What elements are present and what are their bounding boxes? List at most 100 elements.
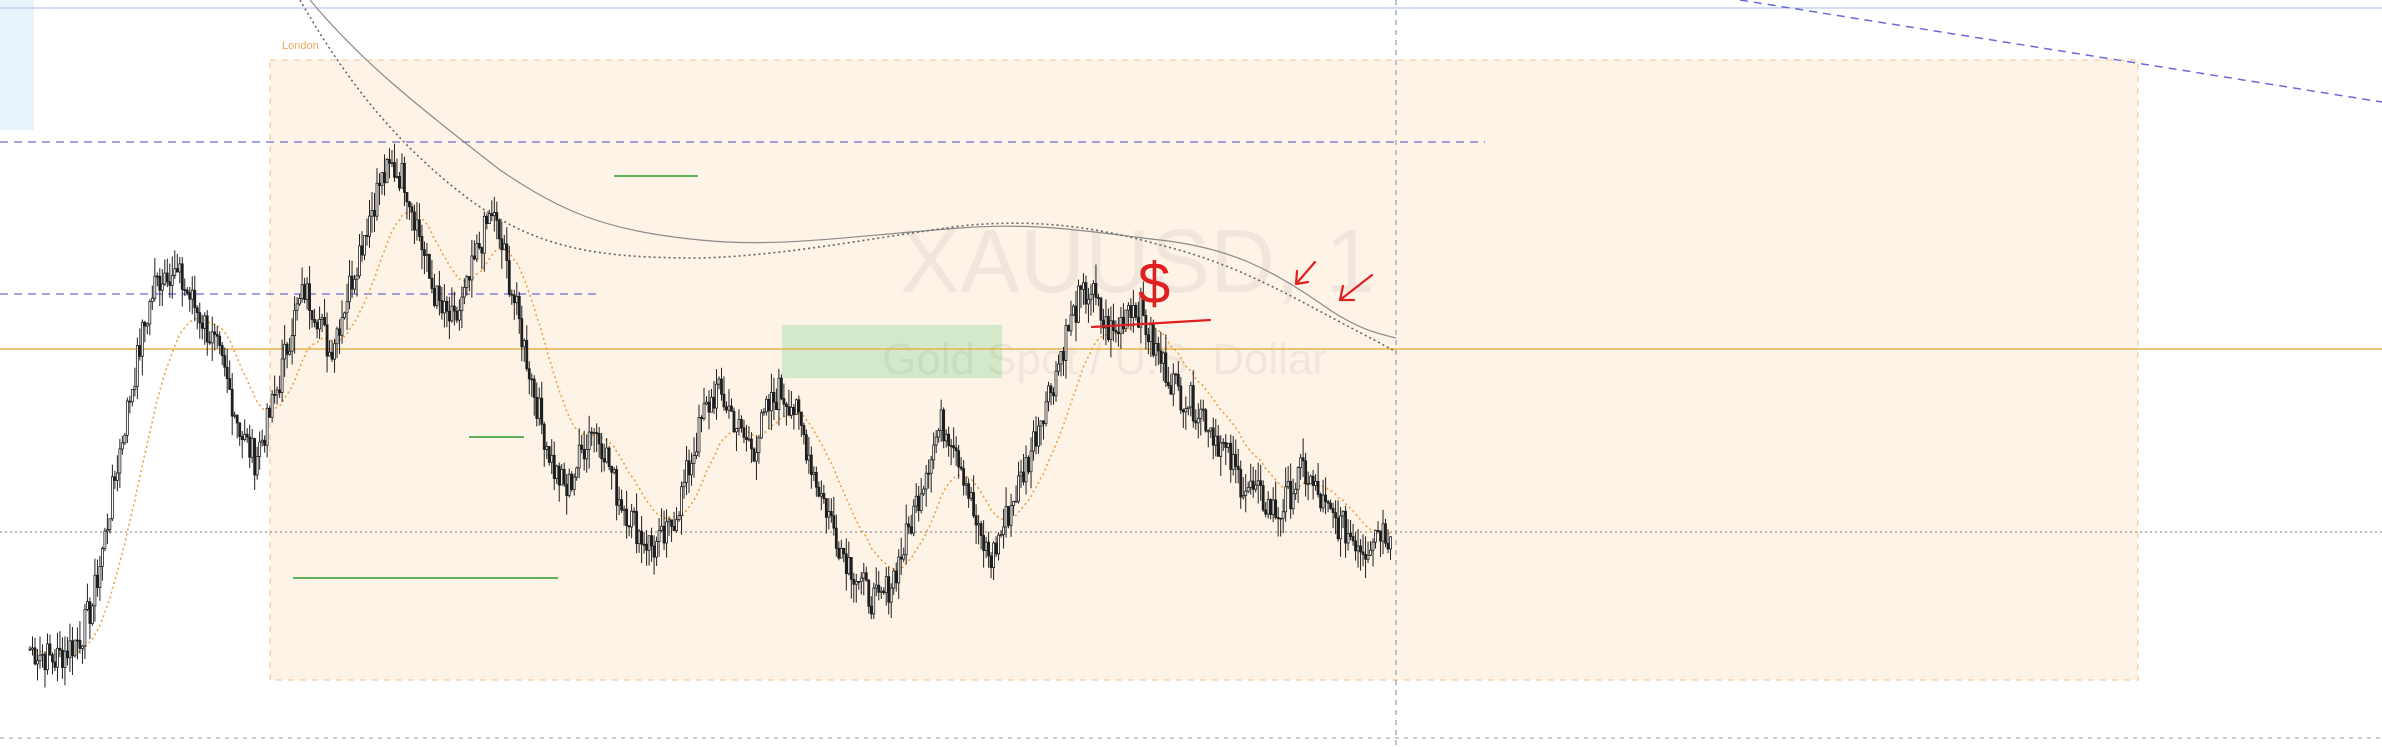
candle-body [974,515,978,526]
candle-body [480,247,484,254]
candle-body [944,433,948,442]
candle-body [1351,536,1355,542]
candle-body [418,219,421,237]
left-highlight-strip [0,0,34,130]
candle-body [485,215,489,224]
candle-body [350,275,354,290]
candle-body [827,511,831,518]
candle-body [1244,490,1248,496]
candle-body [1029,450,1033,473]
candle-body [777,377,781,410]
candle-body [1314,481,1318,486]
candle-body [899,556,903,560]
candle-body [88,601,92,624]
candle-body [130,389,134,403]
ma-gray-line [309,0,1397,339]
ink-dollar-sign: $ [1138,251,1170,316]
candle-body [705,401,708,405]
candle-body [987,541,990,557]
candle-body [1281,511,1285,519]
candle-body [437,285,441,302]
candle-body [298,298,302,305]
candle-body [408,201,411,208]
candle-body [577,444,581,469]
candle-body [874,584,878,589]
candle-body [467,276,471,281]
candle-body [1017,475,1020,502]
candle-body [832,515,836,529]
candle-body [1124,309,1128,330]
candle-body [1199,408,1203,419]
candle-body [1309,475,1313,485]
candle-body [902,554,906,560]
candle-body [1256,480,1260,486]
candle-body [263,439,267,446]
candle-body [135,345,139,387]
candle-body [1032,431,1035,452]
candle-body [1321,494,1325,509]
candle-body [735,428,738,433]
candle-body [118,448,122,474]
candle-body [779,377,783,400]
candle-body [492,212,496,217]
candle-body [168,281,172,286]
candle-body [430,277,434,289]
candle-body [138,345,142,357]
candle-body [1259,480,1263,486]
candle-body [1174,373,1178,376]
candle-body [864,572,868,581]
candle-body [862,572,866,579]
candle-body [717,378,721,385]
candle-body [160,283,164,291]
ink-arrow-1 [1294,260,1317,286]
candle-body [1126,305,1130,311]
candle-body [487,213,491,224]
candle-body [1304,460,1308,485]
candle-body [243,433,247,440]
candle-body [657,530,661,542]
candle-body [103,530,107,549]
candle-body [230,388,234,417]
candle-body [445,300,449,312]
candle-body [580,444,584,450]
candle-body [1009,505,1013,526]
candle-body [804,434,808,461]
candle-body [198,312,202,324]
candle-body [228,378,232,390]
candle-body [1179,385,1183,411]
candle-body [1271,499,1275,515]
candle-body [275,389,279,396]
candle-body [844,553,848,575]
candle-body [909,526,913,534]
candle-body [1129,305,1133,319]
candle-body [605,447,609,463]
candle-body [520,318,524,348]
candle-body [1002,526,1005,536]
candle-body [1369,549,1372,556]
candle-body [767,398,771,412]
candle-body [625,508,629,527]
candle-body [570,473,574,490]
candle-body [170,275,174,286]
candle-body [1194,420,1198,424]
candle-body [400,162,404,189]
candle-body [772,392,776,403]
green-demand-zone [782,325,1002,378]
candle-body [620,499,624,511]
candle-body [1164,352,1168,383]
candle-body [368,215,371,237]
candle-body [1104,316,1108,329]
candle-body [343,312,346,319]
candle-body [610,466,614,473]
candle-body [68,640,72,659]
candle-body [365,235,369,237]
candle-body [887,576,891,603]
candle-body [475,243,479,260]
candle-body [1097,297,1100,299]
candle-body [303,284,306,300]
candle-body [195,307,199,313]
candle-body [1336,517,1340,540]
candle-body [1121,316,1125,330]
